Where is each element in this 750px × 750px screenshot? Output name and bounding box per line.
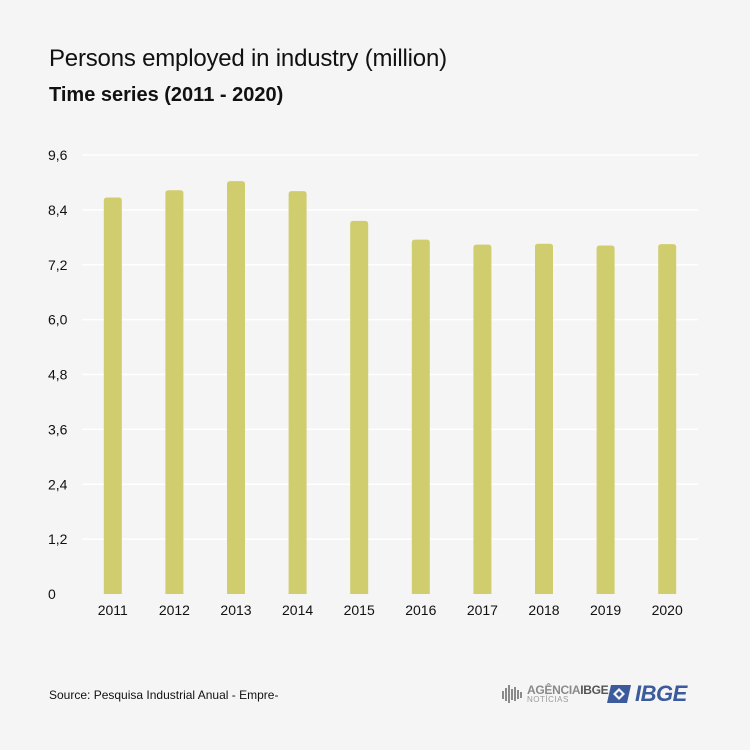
x-tick-label: 2017 [467, 602, 498, 618]
x-axis-ticks: 2011 2012 2013 2014 2015 2016 2017 2018 2019 2020 [98, 602, 683, 618]
y-tick-label: 2,4 [48, 476, 68, 492]
bar-2011 [103, 197, 122, 594]
chart-title: Persons employed in industry (million) [49, 45, 447, 72]
bar-2014 [288, 191, 307, 594]
bar-2016 [411, 239, 430, 595]
x-tick-label: 2014 [282, 602, 313, 618]
y-axis-ticks: 0 1,2 2,4 3,6 4,8 6,0 7,2 8,4 9,6 [48, 147, 68, 602]
y-tick-label: 4,8 [48, 367, 68, 383]
bar-2012 [165, 190, 184, 594]
x-tick-label: 2018 [528, 602, 559, 618]
bar-2019 [596, 245, 615, 594]
x-tick-label: 2019 [590, 602, 621, 618]
ibge-logo-text: IBGE [635, 681, 687, 706]
y-tick-label: 9,6 [48, 147, 68, 163]
agencia-ibge-logo: AGÊNCIAIBGE NOTÍCIAS [502, 683, 609, 704]
y-tick-label: 7,2 [48, 257, 68, 273]
y-tick-label: 6,0 [48, 312, 68, 328]
grid-lines [82, 154, 698, 540]
y-tick-label: 3,6 [48, 421, 68, 437]
y-tick-label: 1,2 [48, 531, 68, 547]
x-tick-label: 2020 [652, 602, 683, 618]
bar-2020 [658, 244, 677, 594]
barcode-icon [502, 685, 522, 703]
x-tick-label: 2013 [220, 602, 251, 618]
bar-2015 [350, 220, 369, 594]
agencia-logo-word: AGÊNCIA [527, 683, 581, 697]
bar-2013 [227, 181, 245, 595]
y-tick-label: 0 [48, 586, 56, 602]
x-tick-label: 2016 [405, 602, 436, 618]
ibge-logo: IBGE [607, 683, 687, 705]
bars [103, 181, 677, 595]
agencia-logo-noticias: NOTÍCIAS [527, 695, 569, 704]
x-tick-label: 2015 [344, 602, 375, 618]
x-tick-label: 2012 [159, 602, 190, 618]
ibge-emblem-icon [607, 685, 631, 703]
bar-2017 [473, 244, 492, 595]
bar-2018 [535, 243, 553, 594]
x-tick-label: 2011 [98, 602, 128, 618]
bar-chart: 01,22,43,64,86,07,28,49,6 2011 2012 2013 20… [48, 147, 698, 618]
agencia-logo-ibge-word: IBGE [580, 683, 609, 697]
chart-subtitle: Time series (2011 - 2020) [49, 84, 284, 106]
source-note: Source: Pesquisa Industrial Anual - Empr… [49, 688, 279, 702]
y-tick-label: 8,4 [48, 202, 68, 218]
